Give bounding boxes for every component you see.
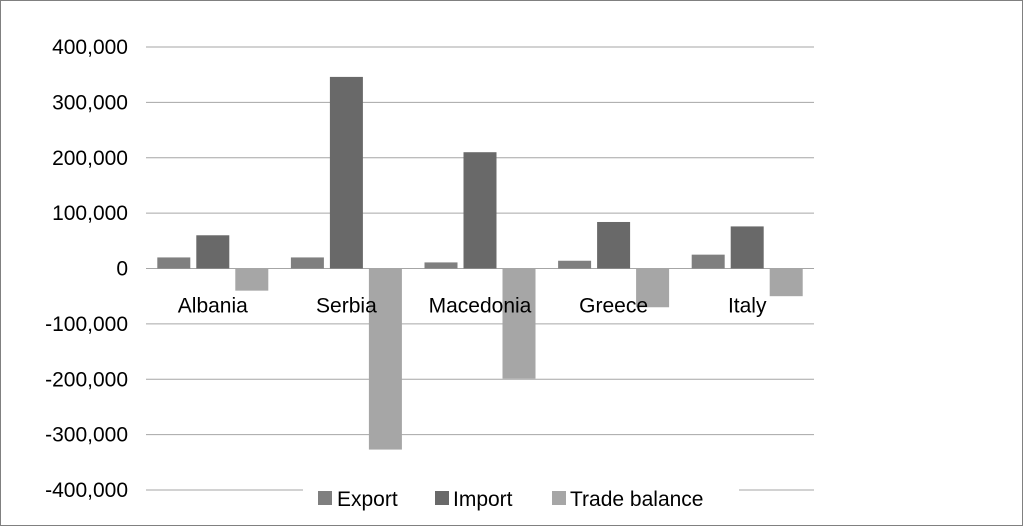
bar-trade-balance-greece (636, 268, 670, 308)
bar-export-serbia (290, 257, 324, 269)
bar-import-albania (196, 235, 230, 269)
bar-import-serbia (329, 76, 363, 269)
legend-swatch-trade-balance (552, 491, 566, 505)
legend: Export Import Trade balance (303, 478, 739, 520)
bar-trade-balance-macedonia (502, 268, 536, 379)
y-tick-label: -400,000 (45, 479, 128, 502)
bar-trade-balance-albania (235, 268, 269, 291)
y-tick-label: 100,000 (52, 202, 128, 225)
y-axis-labels: 400,000 300,000 200,000 100,000 0 -100,000 -20… (45, 36, 128, 502)
category-label: Macedonia (429, 295, 532, 318)
bar-import-macedonia (463, 152, 497, 269)
y-tick-label: 200,000 (52, 147, 128, 170)
category-label: Albania (178, 295, 248, 318)
bar-import-italy (730, 226, 764, 269)
y-tick-label: 0 (116, 258, 128, 281)
legend-label: Export (337, 488, 398, 511)
y-tick-label: 400,000 (52, 36, 128, 59)
category-label: Italy (728, 295, 767, 318)
bars (157, 76, 803, 450)
bar-export-albania (157, 257, 191, 269)
bar-export-greece (558, 260, 592, 269)
bar-trade-balance-italy (769, 268, 803, 297)
y-tick-label: 300,000 (52, 91, 128, 114)
legend-background (303, 478, 739, 520)
category-label: Greece (579, 295, 648, 318)
bar-import-greece (597, 221, 631, 269)
legend-swatch-export (318, 491, 332, 505)
y-tick-label: -100,000 (45, 313, 128, 336)
legend-label: Import (453, 488, 513, 511)
category-label: Serbia (316, 295, 377, 318)
bar-trade-balance-serbia (368, 268, 402, 450)
category-labels: Albania Serbia Macedonia Greece Italy (178, 295, 767, 318)
legend-label: Trade balance (570, 488, 703, 511)
bar-export-italy (691, 254, 725, 269)
bar-export-macedonia (424, 262, 458, 269)
legend-swatch-import (435, 491, 449, 505)
y-tick-label: -200,000 (45, 368, 128, 391)
y-tick-label: -300,000 (45, 424, 128, 447)
